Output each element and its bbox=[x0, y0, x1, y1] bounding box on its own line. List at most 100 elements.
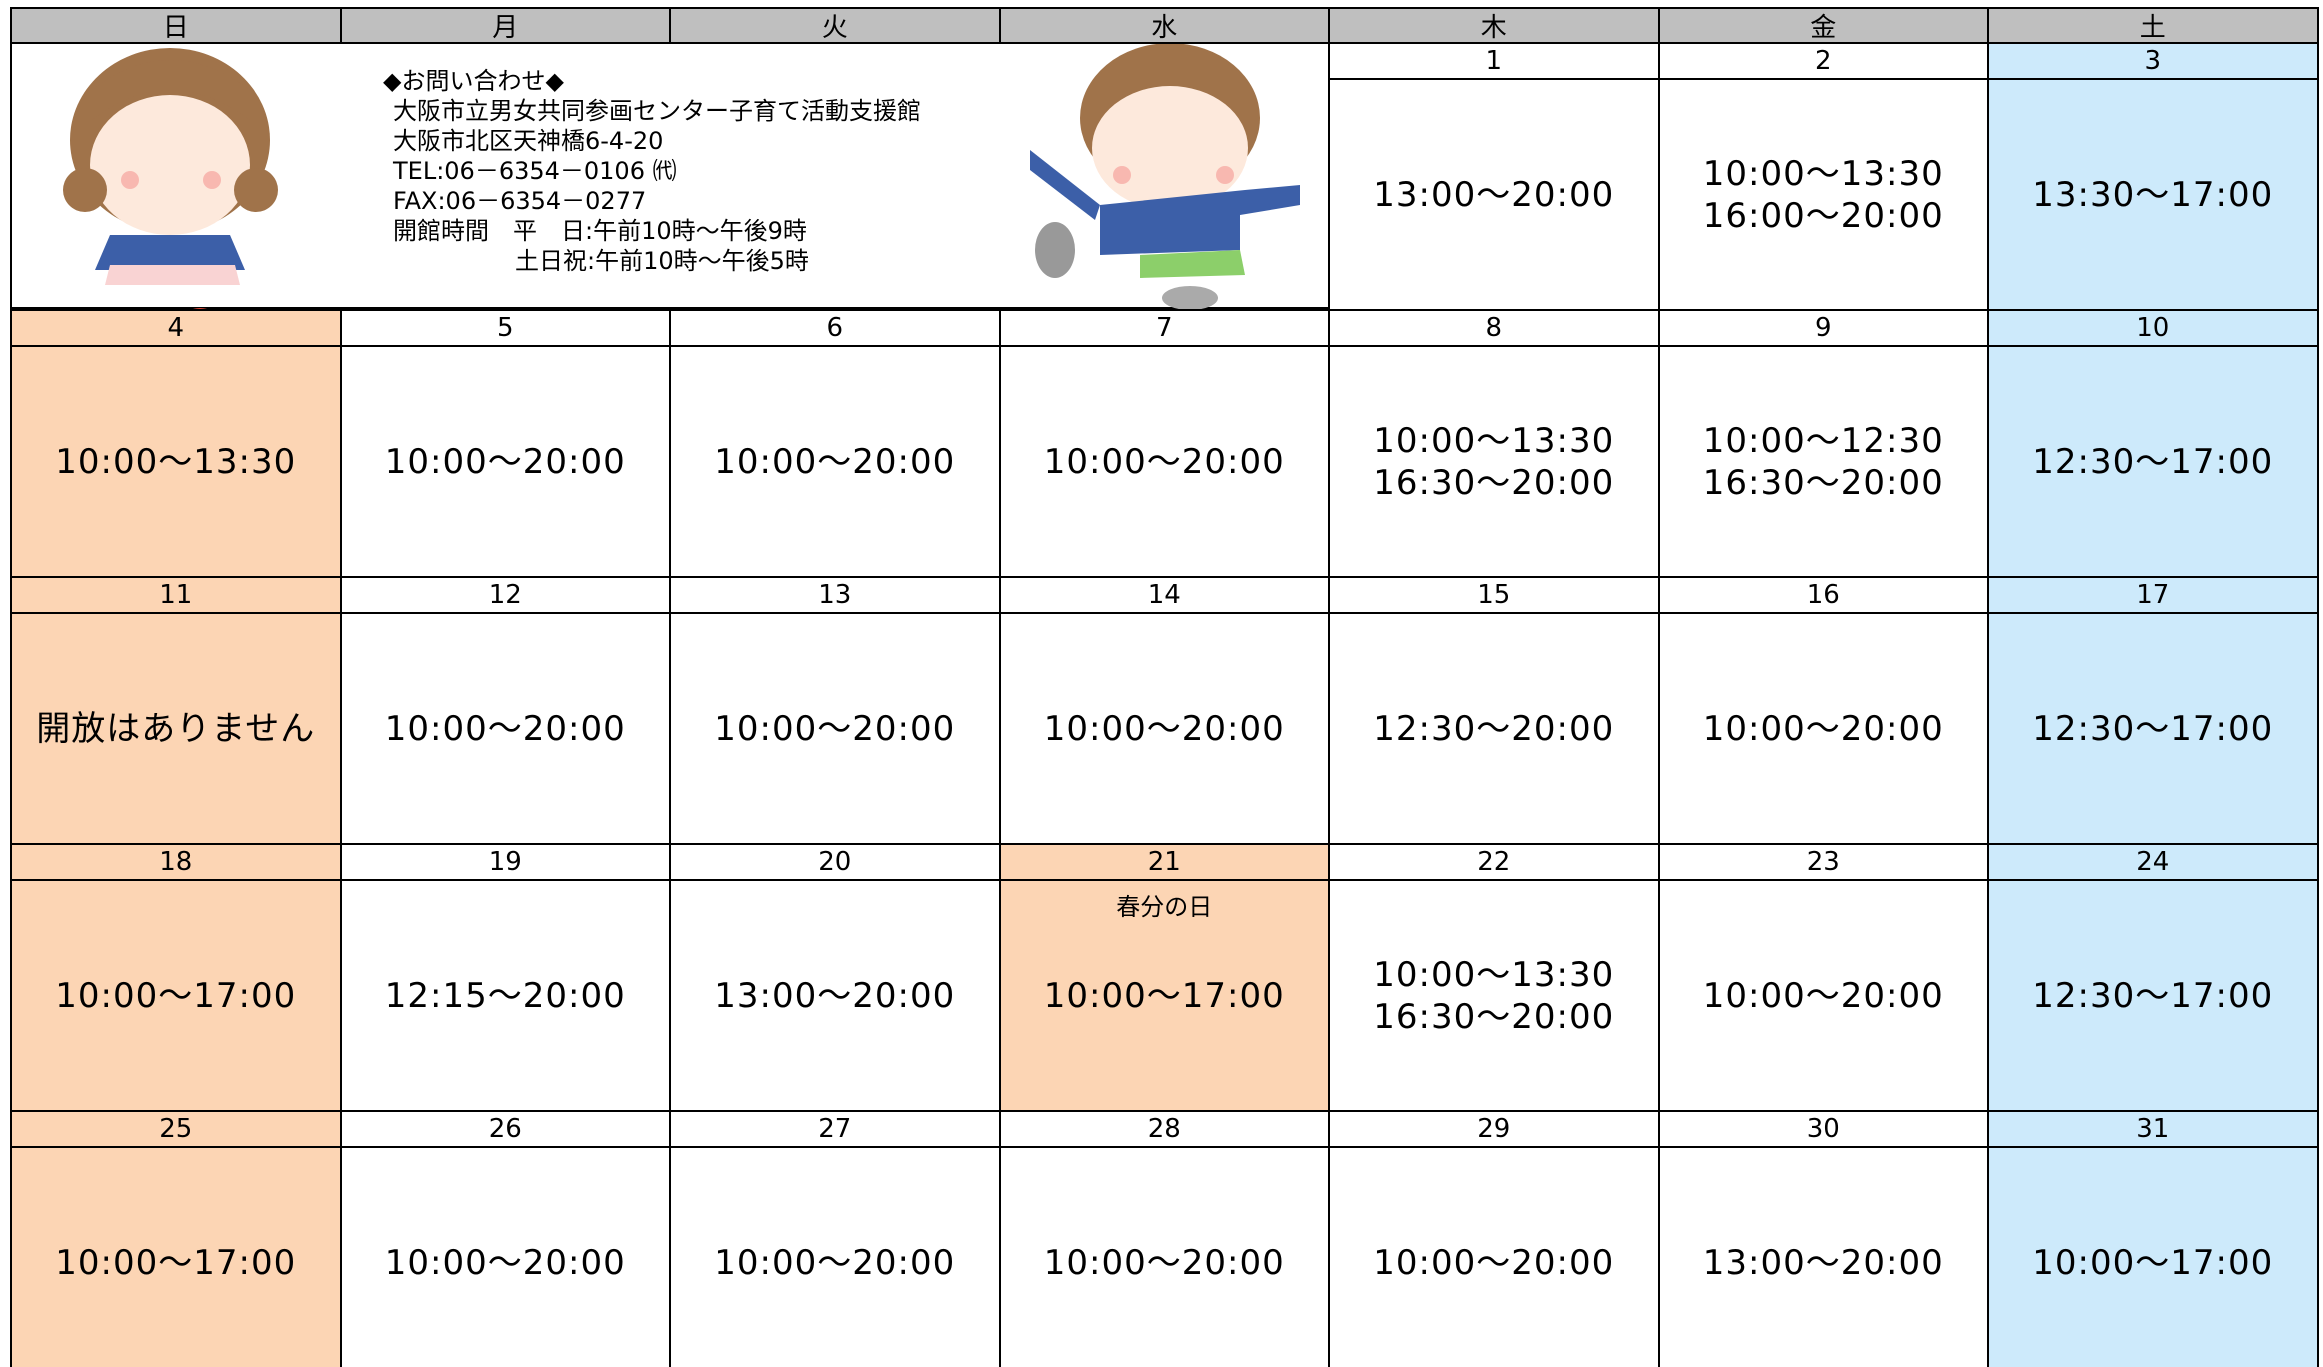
date-number: 17 bbox=[1987, 576, 2319, 614]
opening-hours: 12:30～17:00 bbox=[2032, 708, 2274, 749]
day-cell: 10:00～20:00 bbox=[998, 345, 1330, 578]
opening-hours: 10:00～12:30 bbox=[1702, 420, 1944, 461]
date-number: 30 bbox=[1657, 1110, 1989, 1148]
info-line: FAX:06－6354－0277 bbox=[393, 187, 647, 215]
date-number: 5 bbox=[339, 309, 671, 347]
date-number: 27 bbox=[669, 1110, 1001, 1148]
info-line: 大阪市立男女共同参画センター子育て活動支援館 bbox=[393, 97, 921, 125]
info-line: 開館時間 平 日:午前10時～午後9時 bbox=[393, 217, 807, 245]
opening-hours: 10:00～17:00 bbox=[1043, 975, 1285, 1016]
opening-hours: 13:00～20:00 bbox=[1702, 1242, 1944, 1283]
info-line: 大阪市北区天神橋6-4-20 bbox=[393, 127, 664, 155]
day-cell: 10:00～20:00 bbox=[339, 612, 671, 845]
opening-hours: 13:00～20:00 bbox=[1373, 174, 1615, 215]
illustrations bbox=[63, 43, 1300, 328]
date-number: 14 bbox=[998, 576, 1330, 614]
opening-hours: 12:30～17:00 bbox=[2032, 441, 2274, 482]
weekday-header: 月 bbox=[339, 7, 671, 44]
weekday-header: 金 bbox=[1657, 7, 1989, 44]
date-number: 28 bbox=[998, 1110, 1330, 1148]
day-cell: 10:00～17:00 bbox=[10, 879, 342, 1112]
day-cell: 10:00～17:00 bbox=[10, 1146, 342, 1367]
date-number: 7 bbox=[998, 309, 1330, 347]
weekday-header: 木 bbox=[1328, 7, 1660, 44]
date-number: 22 bbox=[1328, 843, 1660, 881]
opening-hours: 12:15～20:00 bbox=[384, 975, 626, 1016]
opening-hours: 開放はありません bbox=[36, 708, 316, 749]
day-cell: 12:30～17:00 bbox=[1987, 612, 2319, 845]
date-number: 4 bbox=[10, 309, 342, 347]
boy-illustration bbox=[1030, 43, 1300, 310]
date-number: 21 bbox=[998, 843, 1330, 881]
day-cell: 13:00～20:00 bbox=[669, 879, 1001, 1112]
day-cell: 10:00～13:30 bbox=[10, 345, 342, 578]
opening-hours: 10:00～20:00 bbox=[1373, 1242, 1615, 1283]
opening-hours: 16:00～20:00 bbox=[1702, 195, 1944, 236]
day-cell: 13:00～20:00 bbox=[1328, 78, 1660, 311]
day-cell: 10:00～20:00 bbox=[998, 1146, 1330, 1367]
opening-hours: 16:30～20:00 bbox=[1373, 462, 1615, 503]
opening-hours: 12:30～20:00 bbox=[1373, 708, 1615, 749]
opening-hours: 10:00～20:00 bbox=[384, 708, 626, 749]
date-number: 24 bbox=[1987, 843, 2319, 881]
info-title: ◆お問い合わせ◆ bbox=[383, 67, 564, 95]
date-number: 11 bbox=[10, 576, 342, 614]
weekday-header: 土 bbox=[1987, 7, 2319, 44]
date-number: 25 bbox=[10, 1110, 342, 1148]
opening-hours: 13:00～20:00 bbox=[714, 975, 956, 1016]
opening-hours: 13:30～17:00 bbox=[2032, 174, 2274, 215]
opening-hours: 10:00～13:30 bbox=[1702, 153, 1944, 194]
date-number: 6 bbox=[669, 309, 1001, 347]
day-cell: 10:00～13:30 16:00～20:00 bbox=[1657, 78, 1989, 311]
info-line: 土日祝:午前10時～午後5時 bbox=[515, 247, 809, 275]
opening-hours: 10:00～20:00 bbox=[714, 708, 956, 749]
date-number: 10 bbox=[1987, 309, 2319, 347]
holiday-name: 春分の日 bbox=[1116, 893, 1213, 921]
day-cell: 10:00～20:00 bbox=[1657, 612, 1989, 845]
day-cell: 10:00～20:00 bbox=[669, 612, 1001, 845]
day-cell: 12:30～20:00 bbox=[1328, 612, 1660, 845]
opening-hours: 10:00～13:30 bbox=[55, 441, 297, 482]
opening-hours: 10:00～20:00 bbox=[1702, 708, 1944, 749]
date-number: 29 bbox=[1328, 1110, 1660, 1148]
day-cell: 13:30～17:00 bbox=[1987, 78, 2319, 311]
day-cell: 13:00～20:00 bbox=[1657, 1146, 1989, 1367]
day-cell: 10:00～12:30 16:30～20:00 bbox=[1657, 345, 1989, 578]
opening-hours: 10:00～20:00 bbox=[384, 1242, 626, 1283]
opening-hours: 16:30～20:00 bbox=[1702, 462, 1944, 503]
opening-hours: 10:00～20:00 bbox=[1043, 1242, 1285, 1283]
day-cell: 10:00～20:00 bbox=[339, 345, 671, 578]
date-number: 8 bbox=[1328, 309, 1660, 347]
day-cell: 10:00～20:00 bbox=[1657, 879, 1989, 1112]
day-cell: 10:00～20:00 bbox=[339, 1146, 671, 1367]
date-number: 31 bbox=[1987, 1110, 2319, 1148]
opening-hours: 10:00～20:00 bbox=[1043, 441, 1285, 482]
contact-info: ◆お問い合わせ◆ 大阪市立男女共同参画センター子育て活動支援館 大阪市北区天神橋6… bbox=[383, 66, 921, 276]
opening-hours: 10:00～20:00 bbox=[714, 1242, 956, 1283]
opening-hours: 10:00～20:00 bbox=[1702, 975, 1944, 1016]
weekday-header: 日 bbox=[10, 7, 342, 44]
day-cell: 12:30～17:00 bbox=[1987, 345, 2319, 578]
opening-hours: 16:30～20:00 bbox=[1373, 996, 1615, 1037]
day-cell: 10:00～20:00 bbox=[669, 1146, 1001, 1367]
day-cell: 10:00～13:30 16:30～20:00 bbox=[1328, 345, 1660, 578]
day-cell: 10:00～13:30 16:30～20:00 bbox=[1328, 879, 1660, 1112]
date-number: 19 bbox=[339, 843, 671, 881]
date-number: 16 bbox=[1657, 576, 1989, 614]
date-number: 15 bbox=[1328, 576, 1660, 614]
day-cell: 春分の日 10:00～17:00 bbox=[998, 879, 1330, 1112]
opening-hours: 10:00～17:00 bbox=[55, 1242, 297, 1283]
day-cell: 10:00～17:00 bbox=[1987, 1146, 2319, 1367]
date-number: 12 bbox=[339, 576, 671, 614]
date-number: 18 bbox=[10, 843, 342, 881]
opening-hours: 10:00～20:00 bbox=[1043, 708, 1285, 749]
date-number: 1 bbox=[1328, 42, 1660, 80]
weekday-header: 水 bbox=[998, 7, 1330, 44]
date-number: 2 bbox=[1657, 42, 1989, 80]
day-cell: 12:30～17:00 bbox=[1987, 879, 2319, 1112]
opening-hours: 10:00～13:30 bbox=[1373, 420, 1615, 461]
opening-hours: 10:00～13:30 bbox=[1373, 954, 1615, 995]
opening-hours: 10:00～17:00 bbox=[55, 975, 297, 1016]
day-cell: 12:15～20:00 bbox=[339, 879, 671, 1112]
